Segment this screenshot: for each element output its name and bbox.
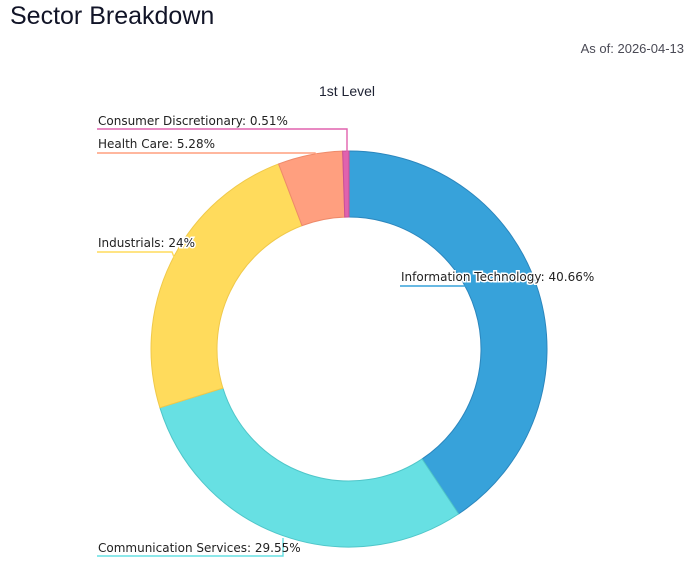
- leader-line-consumer-discretionary: [97, 128, 348, 152]
- slice-industrials[interactable]: [150, 163, 303, 409]
- leader-line-health-care: [97, 152, 321, 158]
- chart-title: 1st Level: [318, 83, 376, 99]
- slice-label-information-technology: Information Technology: 40.66%: [401, 270, 594, 284]
- slice-label-industrials: Industrials: 24%: [98, 236, 195, 250]
- leader-line-information-technology: [400, 269, 481, 287]
- slice-label-health-care: Health Care: 5.28%: [98, 137, 215, 151]
- as-of-date: As of: 2026-04-13: [580, 41, 684, 56]
- slice-information-technology[interactable]: [348, 150, 548, 515]
- leader-line-communication-services: [97, 538, 284, 557]
- slice-label-consumer-discretionary: Consumer Discretionary: 0.51%: [98, 114, 288, 128]
- leader-line-industrials: [97, 251, 177, 263]
- slice-label-communication-services: Communication Services: 29.55%: [98, 541, 301, 555]
- slice-labels: Information Technology: 40.66% Communicat…: [97, 114, 596, 555]
- slice-consumer-discretionary[interactable]: [342, 150, 350, 218]
- donut-slices: [150, 150, 548, 548]
- leader-lines: [97, 128, 481, 557]
- page-title: Sector Breakdown: [10, 2, 215, 30]
- slice-communication-services[interactable]: [159, 387, 460, 548]
